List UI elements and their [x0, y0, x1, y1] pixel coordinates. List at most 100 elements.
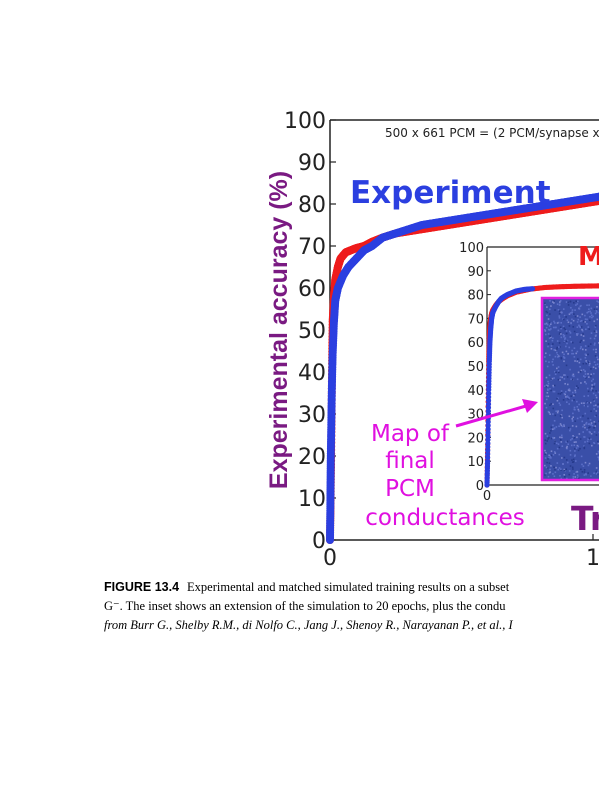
- noise-pixel: [557, 355, 560, 358]
- noise-pixel: [580, 334, 583, 336]
- noise-pixel: [583, 471, 586, 473]
- noise-pixel: [595, 473, 598, 475]
- noise-pixel: [592, 399, 595, 401]
- noise-pixel: [547, 333, 550, 335]
- noise-pixel: [544, 356, 546, 358]
- noise-pixel: [563, 340, 566, 343]
- noise-pixel: [564, 338, 566, 340]
- noise-pixel: [547, 389, 549, 391]
- noise-pixel: [595, 334, 597, 337]
- noise-pixel: [588, 360, 591, 363]
- noise-pixel: [553, 377, 555, 379]
- noise-pixel: [587, 345, 590, 348]
- noise-pixel: [590, 312, 592, 314]
- noise-pixel: [589, 426, 591, 428]
- noise-pixel: [559, 423, 562, 425]
- noise-pixel: [548, 329, 551, 331]
- noise-pixel: [569, 429, 571, 432]
- noise-pixel: [576, 405, 579, 408]
- noise-pixel: [579, 358, 582, 361]
- noise-pixel: [588, 308, 590, 311]
- noise-pixel: [578, 477, 580, 480]
- noise-pixel: [547, 475, 550, 478]
- noise-pixel: [563, 378, 566, 380]
- noise-pixel: [548, 374, 551, 377]
- noise-pixel: [578, 410, 580, 412]
- noise-pixel: [546, 435, 549, 437]
- noise-pixel: [545, 360, 547, 363]
- noise-pixel: [590, 314, 593, 317]
- noise-pixel: [561, 436, 563, 439]
- noise-pixel: [573, 302, 575, 304]
- noise-pixel: [578, 325, 581, 327]
- noise-pixel: [585, 377, 587, 379]
- noise-pixel: [576, 474, 579, 477]
- noise-pixel: [549, 313, 551, 315]
- noise-pixel: [559, 436, 561, 439]
- noise-pixel: [572, 458, 575, 461]
- noise-pixel: [562, 308, 565, 310]
- noise-pixel: [589, 419, 592, 421]
- noise-pixel: [588, 462, 591, 465]
- noise-pixel: [596, 473, 599, 475]
- noise-pixel: [579, 320, 582, 323]
- noise-pixel: [563, 335, 565, 338]
- noise-pixel: [556, 353, 559, 356]
- y-tick-label: 40: [298, 361, 326, 386]
- noise-pixel: [572, 435, 575, 438]
- noise-pixel: [586, 440, 589, 443]
- noise-pixel: [568, 325, 571, 327]
- noise-pixel: [556, 352, 559, 355]
- noise-pixel: [584, 353, 587, 356]
- noise-pixel: [568, 403, 570, 405]
- noise-pixel: [544, 352, 547, 355]
- noise-pixel: [550, 328, 552, 330]
- noise-pixel: [556, 411, 559, 414]
- noise-pixel: [553, 442, 556, 445]
- noise-pixel: [557, 378, 560, 381]
- noise-pixel: [594, 394, 597, 397]
- noise-pixel: [590, 368, 592, 370]
- noise-pixel: [559, 379, 561, 381]
- noise-pixel: [558, 453, 561, 456]
- noise-pixel: [544, 323, 546, 325]
- noise-pixel: [565, 330, 568, 332]
- noise-pixel: [591, 389, 594, 392]
- noise-pixel: [587, 423, 590, 425]
- noise-pixel: [561, 311, 563, 314]
- map-annotation: Map of final PCM conductances: [365, 421, 525, 531]
- noise-pixel: [573, 347, 576, 350]
- y-tick-label: 100: [284, 109, 326, 134]
- noise-pixel: [556, 322, 559, 324]
- noise-pixel: [596, 471, 599, 474]
- noise-pixel: [562, 463, 564, 465]
- noise-pixel: [566, 383, 569, 386]
- chart-title: 500 x 661 PCM = (2 PCM/synapse x: [385, 126, 599, 140]
- noise-pixel: [556, 340, 559, 342]
- noise-pixel: [588, 328, 591, 330]
- noise-pixel: [578, 308, 581, 310]
- noise-pixel: [559, 393, 562, 395]
- noise-pixel: [587, 394, 590, 397]
- noise-pixel: [586, 387, 589, 390]
- noise-pixel: [560, 424, 563, 427]
- noise-pixel: [544, 432, 547, 435]
- noise-pixel: [572, 319, 575, 322]
- noise-pixel: [577, 358, 579, 360]
- noise-pixel: [571, 341, 574, 344]
- noise-pixel: [593, 442, 596, 445]
- noise-pixel: [584, 441, 586, 443]
- noise-pixel: [559, 346, 561, 348]
- noise-pixel: [581, 328, 583, 331]
- noise-pixel: [594, 404, 597, 407]
- noise-pixel: [565, 301, 568, 303]
- noise-pixel: [595, 308, 598, 311]
- noise-pixel: [582, 333, 584, 335]
- noise-pixel: [548, 337, 551, 340]
- noise-pixel: [549, 413, 551, 415]
- noise-pixel: [571, 459, 573, 461]
- noise-pixel: [584, 356, 587, 359]
- noise-pixel: [559, 415, 562, 417]
- noise-pixel: [545, 333, 547, 336]
- inset-y-tick-label: 40: [467, 384, 484, 399]
